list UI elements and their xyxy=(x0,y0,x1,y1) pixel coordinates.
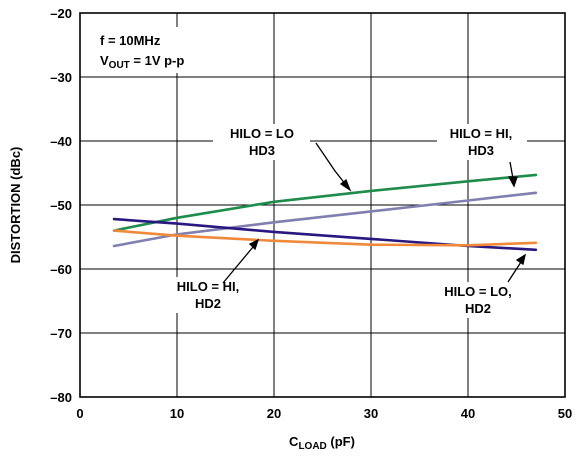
y-tick-label: –30 xyxy=(50,70,72,85)
x-tick-label: 50 xyxy=(558,406,572,421)
annotation-hi-hd3-line2: HD3 xyxy=(468,143,494,158)
series-line-hilo-lo-hd2 xyxy=(112,229,538,247)
condition-vout-sub: OUT xyxy=(109,60,130,71)
y-tick-label: –20 xyxy=(50,6,72,21)
y-tick-label: –80 xyxy=(50,390,72,405)
condition-frequency: f = 10MHz xyxy=(100,33,161,48)
x-axis-title: CLOAD (pF) xyxy=(289,434,355,452)
x-axis-title-unit: (pF) xyxy=(327,434,355,449)
arrowhead-hi-hd3 xyxy=(507,176,518,188)
y-tick-label: –40 xyxy=(50,134,72,149)
leader-lines xyxy=(222,142,526,284)
condition-vout-rest: = 1V p-p xyxy=(130,53,185,68)
x-tick-labels: 0 10 20 30 40 50 xyxy=(76,406,572,421)
condition-vout-main: V xyxy=(100,53,109,68)
x-axis-title-main: C xyxy=(289,434,299,449)
conditions-box xyxy=(95,27,230,73)
annotation-lo-hd3-line1: HILO = LO xyxy=(230,126,294,141)
annotation-box xyxy=(213,124,310,160)
x-axis-title-sub: LOAD xyxy=(298,441,326,452)
x-tick-label: 10 xyxy=(170,406,184,421)
y-tick-label: –50 xyxy=(50,198,72,213)
annotation-box xyxy=(430,282,527,318)
annotation-box xyxy=(163,277,253,313)
annotation-hi-hd2-line1: HILO = HI, xyxy=(177,279,239,294)
y-tick-label: –60 xyxy=(50,262,72,277)
condition-vout: VOUT = 1V p-p xyxy=(100,53,184,71)
annotation-box xyxy=(437,124,527,160)
y-tick-labels: –80 –70 –60 –50 –40 –30 –20 xyxy=(50,6,72,405)
plot-frame xyxy=(79,12,566,398)
arrowhead-hi-hd2 xyxy=(248,238,260,251)
arrowhead-lo-hd3 xyxy=(339,178,352,192)
x-tick-label: 0 xyxy=(76,406,83,421)
annotation-lo-hd2-line1: HILO = LO, xyxy=(444,284,512,299)
arrowhead-lo-hd2 xyxy=(515,253,526,266)
x-tick-label: 20 xyxy=(267,406,281,421)
annotation-lo-hd2-line2: HD2 xyxy=(465,301,491,316)
grid xyxy=(80,13,565,397)
y-axis-title: DISTORTION (dBc) xyxy=(8,147,23,264)
series-line-hilo-lo-hd3 xyxy=(112,173,538,232)
y-tick-label: –70 xyxy=(50,326,72,341)
annotation-hi-hd3-line1: HILO = HI, xyxy=(450,126,512,141)
annotation-hi-hd2-line2: HD2 xyxy=(195,296,221,311)
x-tick-label: 40 xyxy=(461,406,475,421)
x-tick-label: 30 xyxy=(364,406,378,421)
series-layer xyxy=(112,173,538,252)
annotation-lo-hd3-line2: HD3 xyxy=(249,143,275,158)
series-line-hilo-hi-hd2 xyxy=(112,217,538,252)
series-line-hilo-hi-hd3 xyxy=(112,191,538,248)
